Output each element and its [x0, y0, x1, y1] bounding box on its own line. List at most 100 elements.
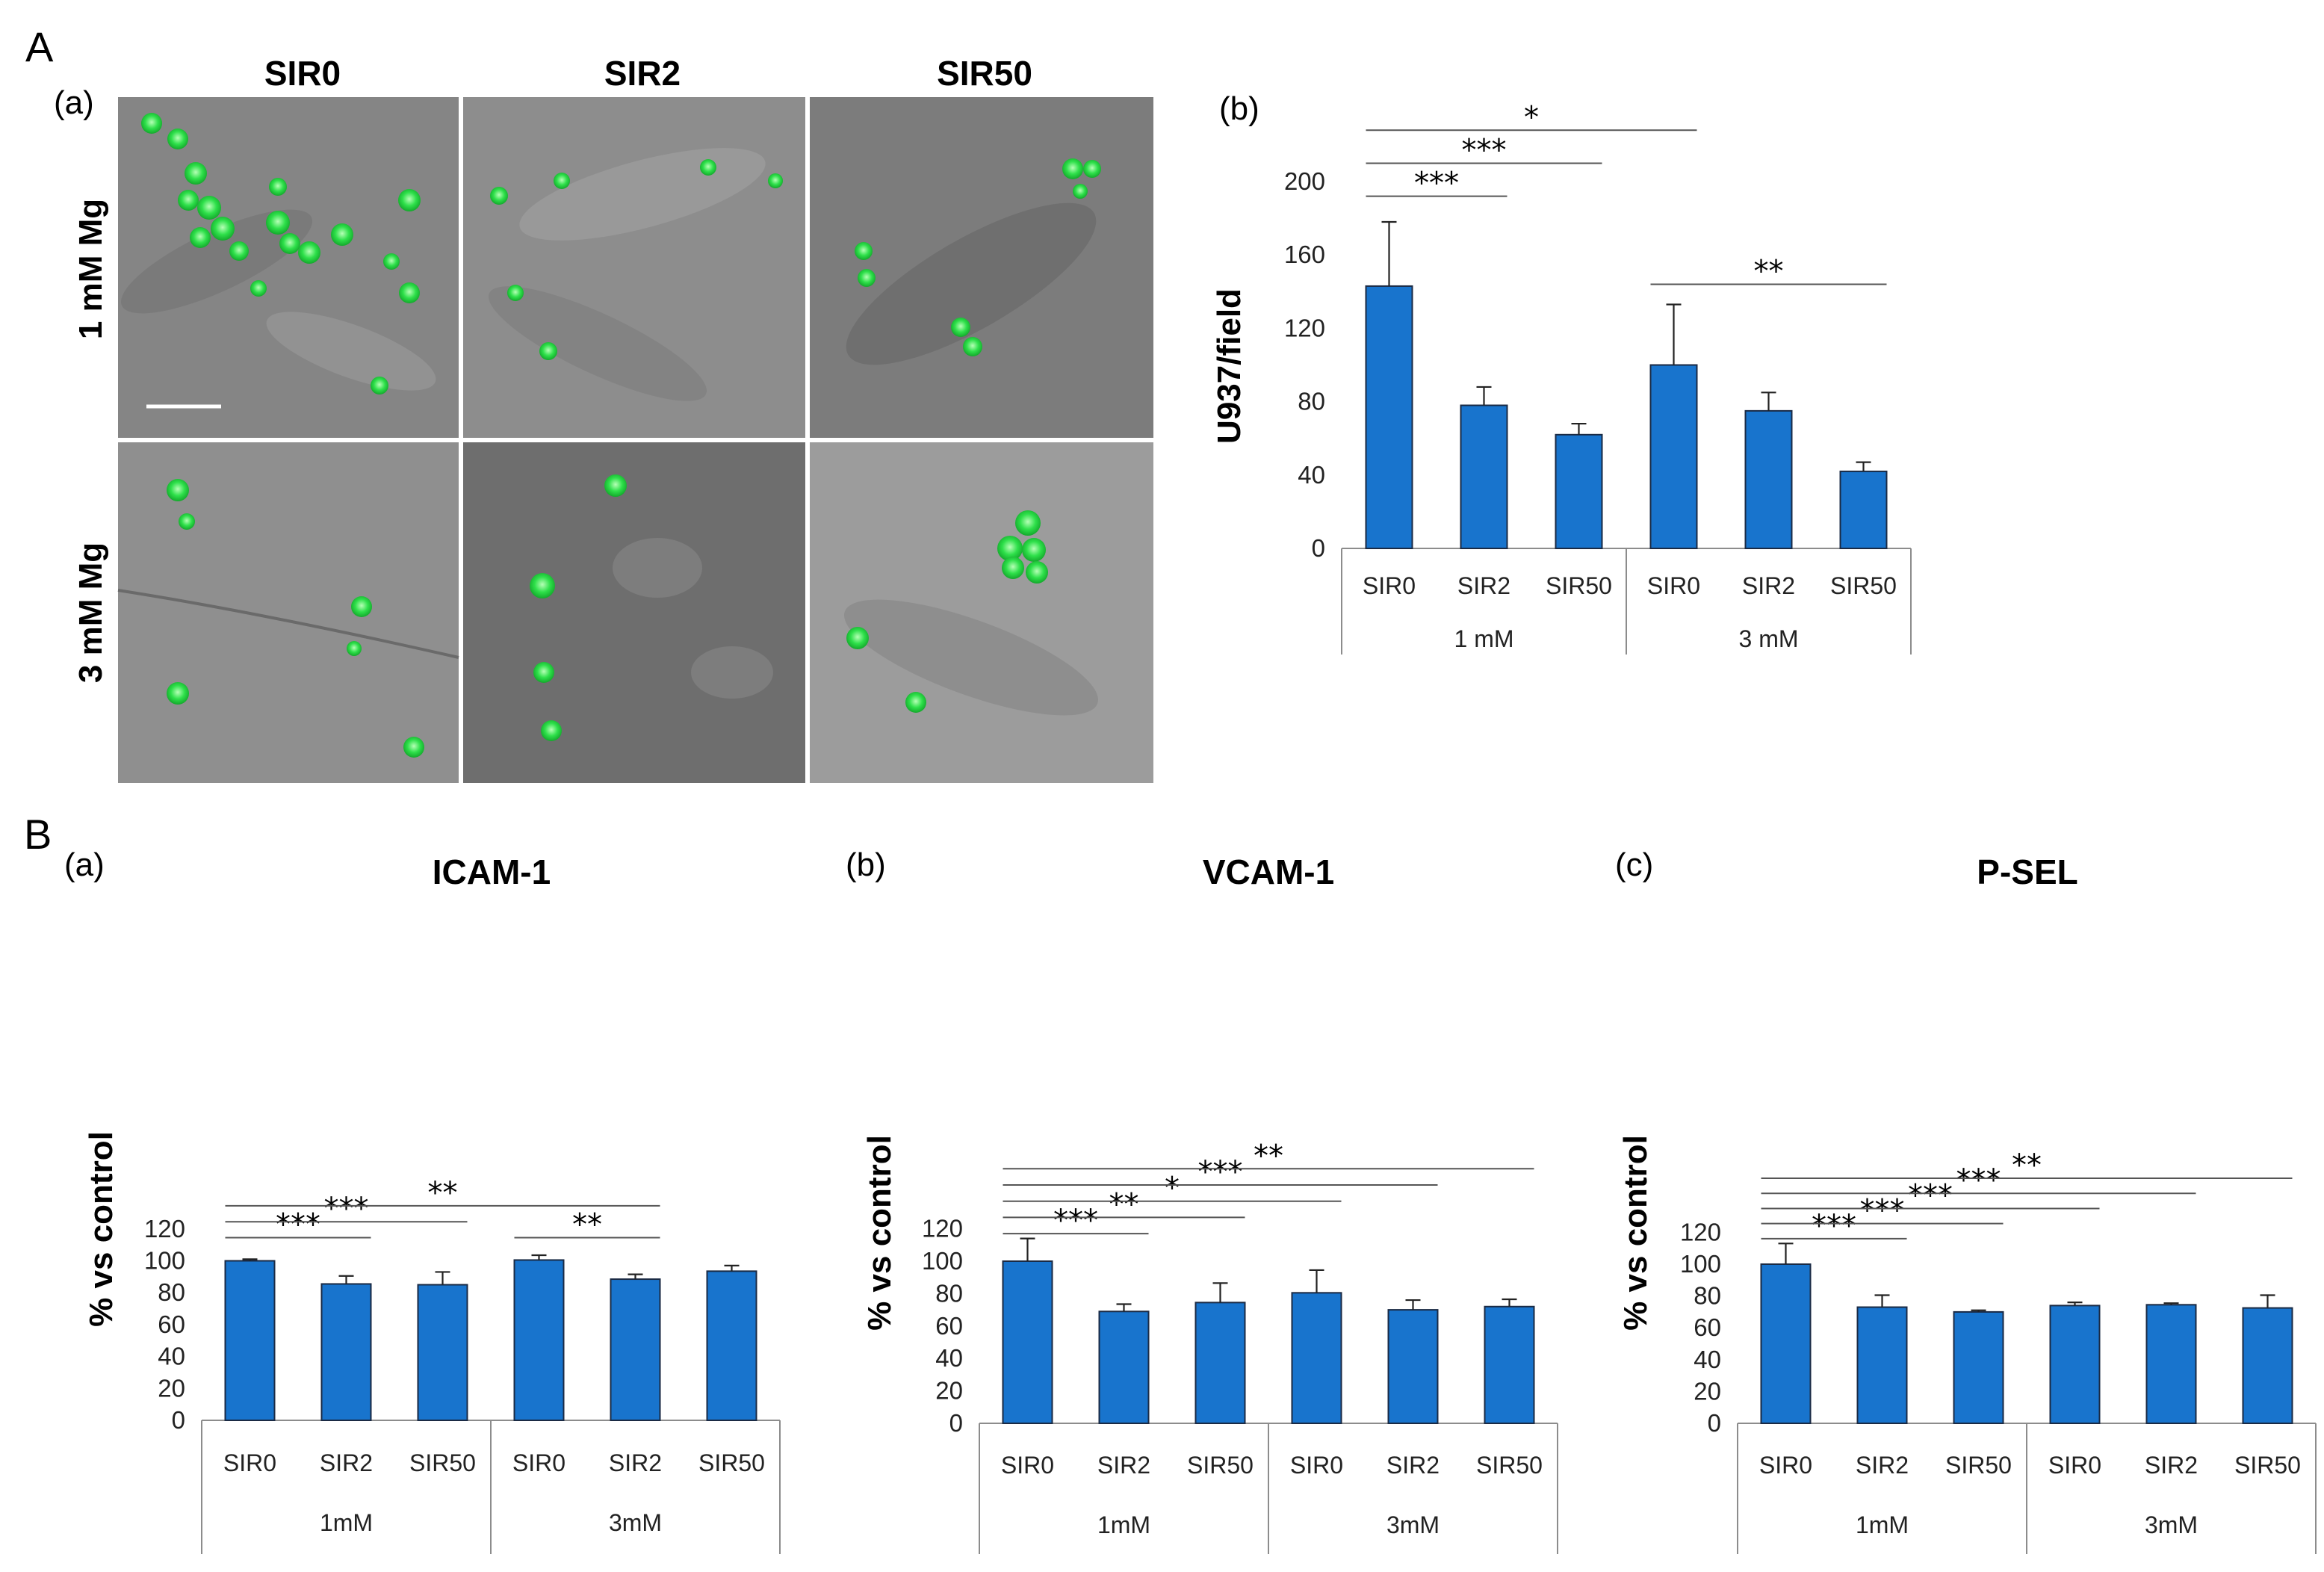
fluorescent-cell: [211, 217, 235, 241]
chart-icam1: (a) ICAM-1 % vs control 0 20 40 60 80 100 120 SIR0…: [64, 847, 781, 1554]
bar: [1387, 1309, 1439, 1424]
y-tick-label: 80: [158, 1278, 185, 1306]
fluorescent-cell: [185, 162, 207, 185]
y-tick-label: 80: [1694, 1282, 1721, 1310]
significance-label: *: [1165, 1172, 1180, 1206]
y-tick-label: 60: [1694, 1313, 1721, 1341]
fluorescent-cell: [539, 342, 557, 360]
x-category-label: SIR0: [512, 1449, 565, 1476]
y-tick-label: 200: [1284, 167, 1325, 195]
fluorescent-cell: [490, 187, 508, 205]
y-tick-label: 120: [1680, 1218, 1721, 1245]
fluorescent-cell: [1026, 561, 1048, 584]
bar: [1002, 1260, 1053, 1424]
micrograph-panel-label: (a): [54, 84, 94, 121]
y-tick-label: 20: [1694, 1377, 1721, 1405]
x-group-label: 3 mM: [1739, 625, 1799, 652]
y-tick-label: 160: [1284, 241, 1325, 268]
y-axis-label: % vs control: [83, 1131, 120, 1327]
y-tick-label: 100: [1680, 1250, 1721, 1278]
significance-label: **: [2012, 1148, 2042, 1183]
y-tick-label: 20: [935, 1377, 963, 1405]
fluorescent-cell: [141, 113, 162, 134]
x-group-label: 3mM: [609, 1509, 662, 1536]
fluorescent-cell: [604, 474, 627, 497]
x-category-label: SIR50: [1945, 1452, 2012, 1479]
fluorescent-cell: [331, 223, 353, 246]
micrograph-row-header-3mm: 3 mM Mg: [72, 542, 109, 683]
bar: [1484, 1305, 1535, 1425]
x-category-label: SIR50: [1476, 1452, 1543, 1479]
y-tick-label: 20: [158, 1374, 185, 1402]
panel-label-b: B: [24, 811, 52, 858]
micrograph-sir50-1mm: [810, 97, 1153, 438]
x-category-label: SIR0: [1290, 1452, 1343, 1479]
fluorescent-cell: [403, 737, 424, 758]
fluorescent-cell: [250, 280, 267, 297]
x-category-label: SIR2: [1856, 1452, 1909, 1479]
x-category-label: SIR0: [1001, 1452, 1054, 1479]
y-tick-label: 100: [144, 1247, 185, 1275]
micrograph-sir50-3mm: [810, 442, 1153, 783]
fluorescent-cell: [167, 682, 189, 705]
fluorescent-cell: [858, 269, 876, 287]
x-group-label: 1mM: [1097, 1511, 1150, 1538]
significance-label: ***: [276, 1208, 320, 1243]
fluorescent-cell: [269, 178, 287, 196]
fluorescent-cell: [229, 241, 249, 261]
x-group-label: 1mM: [1856, 1511, 1909, 1538]
y-axis-label: % vs control: [861, 1135, 898, 1331]
x-group-label: 3mM: [2145, 1511, 2198, 1538]
fluorescent-cell: [846, 627, 869, 649]
bar: [2242, 1307, 2293, 1424]
x-category-label: SIR0: [1647, 572, 1700, 599]
fluorescent-cell: [398, 189, 421, 211]
bar: [513, 1259, 565, 1421]
x-category-label: SIR0: [223, 1449, 276, 1476]
significance-label: ***: [324, 1192, 369, 1226]
bar: [1744, 409, 1793, 549]
chart-panel-label: (b): [846, 847, 886, 883]
significance-label: **: [1754, 254, 1784, 288]
chart-panel-label: (c): [1615, 847, 1653, 883]
x-category-label: SIR50: [1187, 1452, 1254, 1479]
x-category-label: SIR0: [1363, 572, 1416, 599]
x-category-label: SIR50: [409, 1449, 476, 1476]
y-tick-label: 120: [144, 1215, 185, 1243]
x-category-label: SIR0: [1759, 1452, 1812, 1479]
x-category-label: SIR50: [698, 1449, 765, 1476]
micrograph-column-header-sir2: SIR2: [604, 54, 681, 93]
significance-label: ***: [1198, 1155, 1243, 1189]
fluorescent-cell: [855, 242, 873, 260]
significance-label: **: [1254, 1139, 1283, 1173]
fluorescent-cell: [700, 159, 716, 176]
bar: [610, 1278, 661, 1421]
fluorescent-cell: [179, 513, 195, 530]
chart-adhesion-u937: (b) U937/field 0 40 80 120 160 200 SIR0 SIR2 SIR50…: [1211, 90, 1912, 655]
x-category-label: SIR2: [2145, 1452, 2198, 1479]
micrograph-row-header-1mm: 1 mM Mg: [72, 199, 109, 339]
y-tick-label: 40: [935, 1344, 963, 1372]
significance-label: ***: [1908, 1178, 1953, 1213]
y-tick-label: 60: [935, 1312, 963, 1340]
fluorescent-cell: [951, 318, 970, 337]
micrograph-sir2-3mm: [463, 442, 805, 783]
significance-label: ***: [1462, 133, 1507, 167]
bar: [320, 1283, 372, 1422]
fluorescent-cell: [554, 173, 570, 189]
y-tick-label: 120: [922, 1215, 963, 1243]
bar: [706, 1270, 757, 1421]
fluorescent-cell: [541, 720, 562, 741]
fluorescent-cell: [1073, 184, 1088, 199]
bar: [1194, 1302, 1246, 1424]
chart-panel-label: (a): [64, 847, 105, 883]
fluorescent-cell: [1002, 557, 1024, 579]
chart-panel-label: (b): [1219, 90, 1259, 127]
y-tick-label: 60: [158, 1310, 185, 1338]
fluorescent-cell: [530, 573, 555, 598]
fluorescent-cell: [197, 196, 221, 220]
bar: [1365, 285, 1413, 549]
fluorescent-cell: [997, 536, 1023, 561]
micrograph-sir2-1mm: [463, 97, 805, 438]
y-tick-label: 100: [922, 1247, 963, 1275]
